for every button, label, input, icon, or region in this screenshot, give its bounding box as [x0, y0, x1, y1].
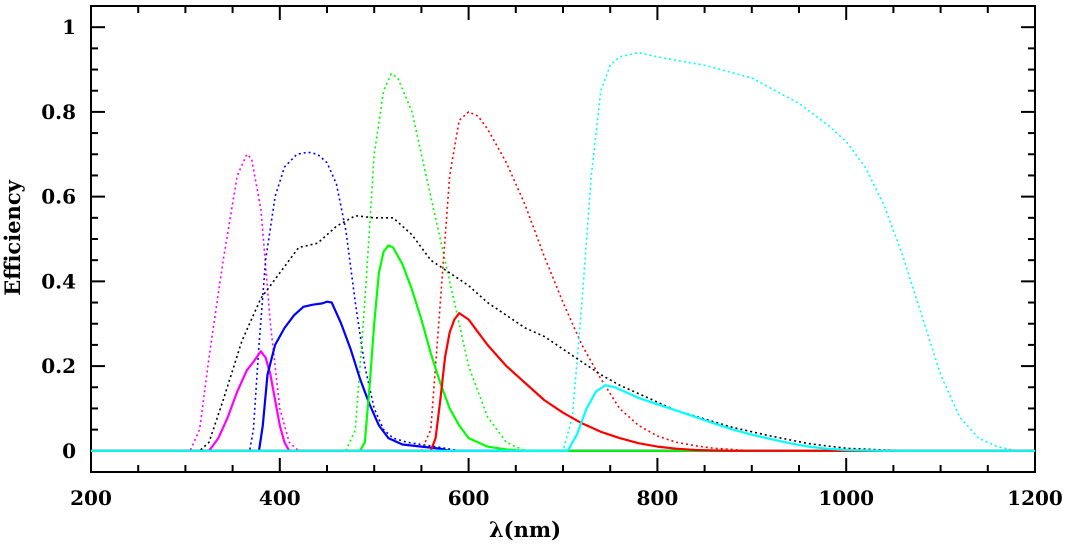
series-line-6 [91, 350, 1035, 452]
series-line-3 [91, 111, 1035, 452]
y-tick-label: 0.6 [41, 185, 76, 209]
tick-labels: 200 400 600 800 1000 1200 0 0.2 0.4 0.6 0.8 1 [41, 15, 1063, 510]
series-line-9 [91, 312, 1035, 452]
series-line-4 [91, 51, 1035, 452]
x-tick-label: 800 [637, 486, 679, 510]
y-tick-label: 0.8 [41, 100, 76, 124]
x-tick-label: 600 [448, 486, 490, 510]
series-line-0 [91, 153, 1035, 452]
series-line-2 [91, 73, 1035, 452]
x-tick-label: 1000 [818, 486, 874, 510]
y-tick-label: 0.4 [41, 269, 76, 293]
series-line-8 [91, 244, 1035, 452]
y-tick-label: 0 [62, 439, 76, 463]
series-line-5 [91, 214, 1035, 452]
x-tick-label: 1200 [1007, 486, 1063, 510]
y-axis-label: Efficiency [0, 179, 25, 295]
axis-ticks [90, 6, 1036, 472]
series-group [91, 51, 1035, 452]
y-tick-label: 0.2 [41, 354, 76, 378]
series-line-1 [91, 151, 1035, 452]
series-line-10 [91, 384, 1035, 452]
x-axis-label: λ(nm) [489, 517, 561, 542]
y-tick-label: 1 [62, 15, 76, 39]
series-line-7 [91, 300, 1035, 452]
x-tick-label: 400 [259, 486, 301, 510]
x-tick-label: 200 [70, 486, 112, 510]
